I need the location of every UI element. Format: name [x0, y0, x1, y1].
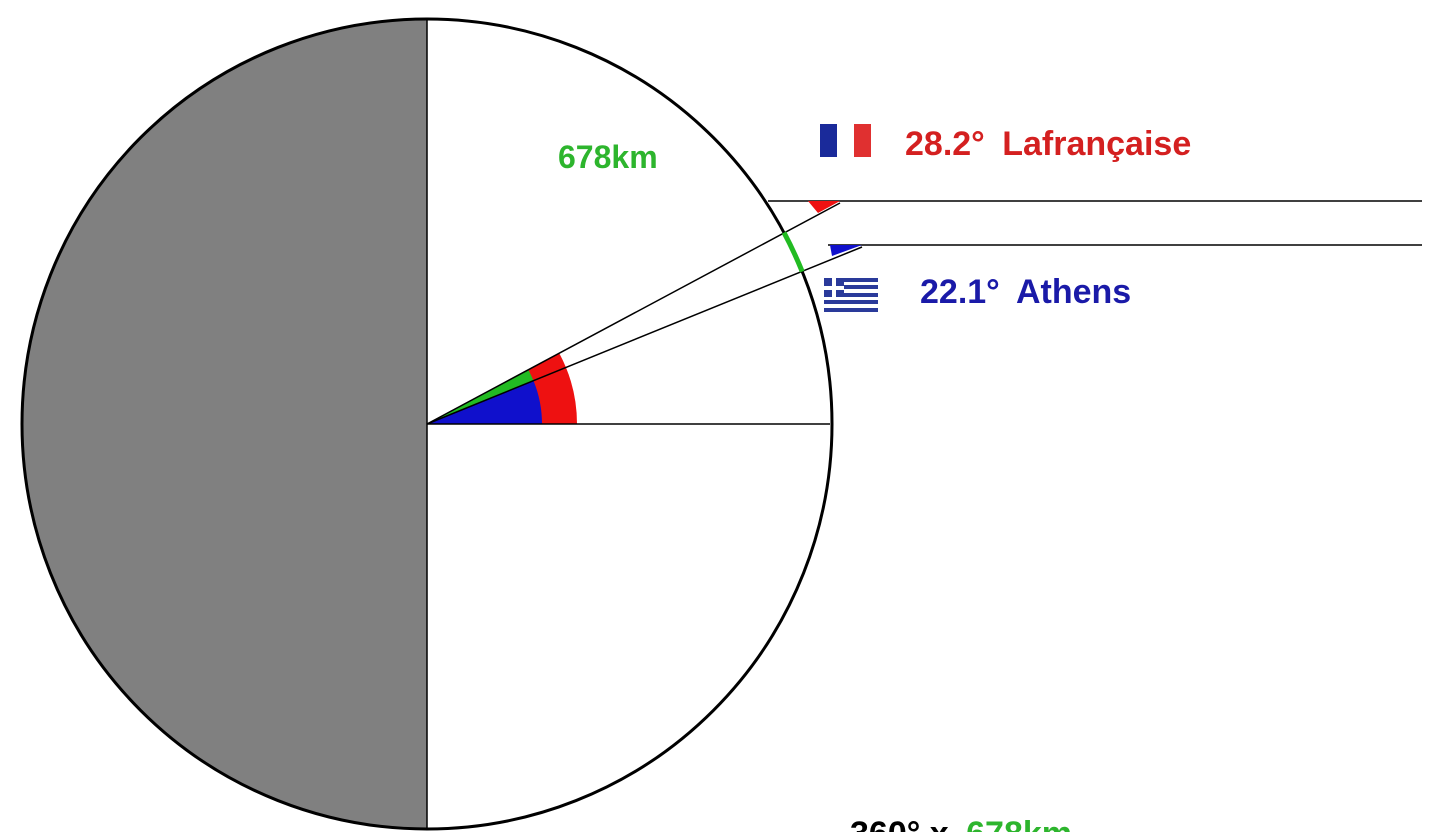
arc-distance — [781, 231, 805, 273]
france-flag — [820, 124, 871, 157]
formula: 360° x 678km — [850, 815, 1072, 832]
france-line — [426, 202, 841, 425]
arc-label: 678km — [558, 139, 658, 175]
greece-label: 22.1° Athens — [920, 273, 1131, 311]
france-label: 28.2° Lafrançaise — [905, 125, 1191, 163]
greece-line — [426, 246, 863, 425]
night-half — [22, 19, 427, 829]
france-angle: 28.2° — [905, 125, 985, 163]
formula-distance: 678km — [966, 815, 1072, 832]
greece-flag — [824, 278, 878, 312]
france-place: Lafrançaise — [1002, 125, 1191, 163]
formula-prefix: 360° x — [850, 815, 949, 832]
france-ray-angle — [808, 201, 840, 213]
greece-ray-angle — [830, 245, 862, 256]
greece-place: Athens — [1016, 273, 1131, 311]
greece-angle: 22.1° — [920, 273, 1000, 311]
greece-angle-sector — [427, 380, 542, 424]
